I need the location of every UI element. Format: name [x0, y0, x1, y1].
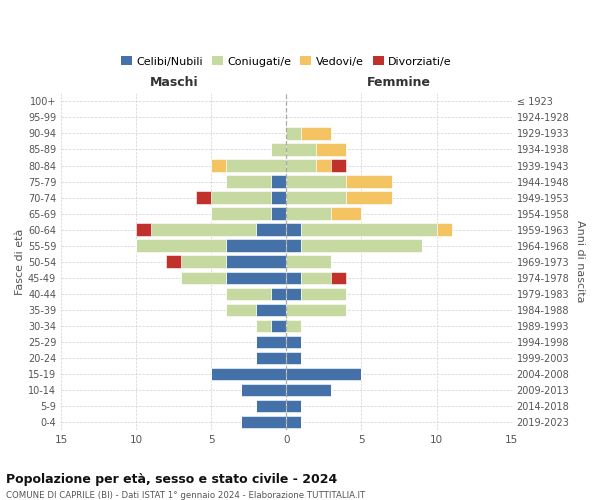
Bar	[286, 336, 301, 348]
Bar	[226, 272, 286, 284]
Bar	[286, 176, 346, 188]
Text: Popolazione per età, sesso e stato civile - 2024: Popolazione per età, sesso e stato civil…	[6, 472, 337, 486]
Bar	[211, 368, 286, 380]
Legend: Celibi/Nubili, Coniugati/e, Vedovi/e, Divorziati/e: Celibi/Nubili, Coniugati/e, Vedovi/e, Di…	[116, 52, 457, 71]
Bar	[301, 127, 331, 140]
Y-axis label: Fasce di età: Fasce di età	[15, 228, 25, 295]
Bar	[286, 256, 331, 268]
Bar	[181, 256, 226, 268]
Bar	[256, 336, 286, 348]
Bar	[301, 240, 422, 252]
Bar	[286, 400, 301, 412]
Bar	[181, 272, 226, 284]
Bar	[256, 304, 286, 316]
Bar	[256, 352, 286, 364]
Bar	[346, 192, 392, 204]
Bar	[196, 192, 211, 204]
Bar	[211, 160, 226, 172]
Bar	[271, 192, 286, 204]
Bar	[271, 176, 286, 188]
Bar	[286, 143, 316, 156]
Bar	[286, 304, 346, 316]
Bar	[331, 160, 346, 172]
Bar	[241, 384, 286, 396]
Bar	[437, 224, 452, 236]
Bar	[211, 192, 271, 204]
Bar	[286, 160, 316, 172]
Bar	[286, 224, 301, 236]
Bar	[286, 288, 301, 300]
Bar	[286, 208, 331, 220]
Bar	[301, 272, 331, 284]
Bar	[271, 288, 286, 300]
Bar	[271, 208, 286, 220]
Bar	[241, 416, 286, 428]
Bar	[226, 288, 271, 300]
Bar	[331, 272, 346, 284]
Bar	[331, 208, 361, 220]
Bar	[226, 304, 256, 316]
Bar	[301, 288, 346, 300]
Bar	[226, 240, 286, 252]
Bar	[256, 400, 286, 412]
Bar	[226, 160, 286, 172]
Bar	[286, 320, 301, 332]
Bar	[286, 240, 301, 252]
Bar	[256, 224, 286, 236]
Bar	[151, 224, 256, 236]
Bar	[136, 240, 226, 252]
Bar	[286, 272, 301, 284]
Text: Femmine: Femmine	[367, 76, 431, 88]
Bar	[286, 352, 301, 364]
Bar	[286, 192, 346, 204]
Bar	[286, 127, 301, 140]
Bar	[316, 160, 331, 172]
Bar	[166, 256, 181, 268]
Bar	[256, 320, 271, 332]
Bar	[286, 384, 331, 396]
Bar	[286, 368, 361, 380]
Bar	[271, 320, 286, 332]
Bar	[301, 224, 437, 236]
Bar	[136, 224, 151, 236]
Text: Maschi: Maschi	[149, 76, 198, 88]
Bar	[316, 143, 346, 156]
Bar	[271, 143, 286, 156]
Y-axis label: Anni di nascita: Anni di nascita	[575, 220, 585, 303]
Bar	[226, 256, 286, 268]
Bar	[346, 176, 392, 188]
Bar	[226, 176, 271, 188]
Bar	[211, 208, 271, 220]
Bar	[286, 416, 301, 428]
Text: COMUNE DI CAPRILE (BI) - Dati ISTAT 1° gennaio 2024 - Elaborazione TUTTITALIA.IT: COMUNE DI CAPRILE (BI) - Dati ISTAT 1° g…	[6, 491, 365, 500]
